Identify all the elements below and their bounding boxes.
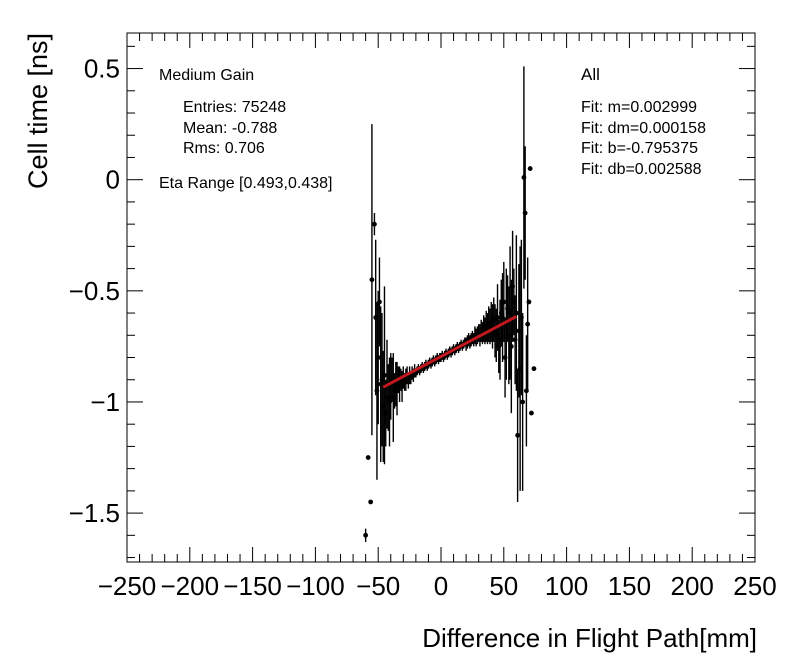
data-point [369, 277, 375, 283]
data-point [378, 381, 384, 387]
fit-line [382, 315, 518, 389]
fit-line-group [382, 315, 518, 389]
data-point [379, 377, 385, 383]
data-point [526, 299, 532, 305]
y-tick-label: −1 [90, 387, 120, 417]
data-point [512, 337, 518, 343]
y-tick-label: 0 [106, 165, 120, 195]
stats-mean: Mean: -0.788 [183, 120, 277, 137]
data-point [373, 315, 379, 320]
data-point [375, 355, 381, 360]
eta-range-label: Eta Range [0.493,0.438] [159, 175, 332, 192]
data-point [495, 315, 500, 320]
data-point [508, 343, 514, 349]
data-point [393, 381, 399, 387]
y-axis-ticks: 0.5 0 −0.5 −1 −1.5 [69, 45, 755, 559]
data-point [502, 355, 508, 360]
data-point [380, 404, 386, 409]
x-tick-label: 250 [733, 571, 776, 601]
y-tick-label: −1.5 [69, 498, 120, 528]
data-point [405, 379, 411, 385]
data-point [515, 432, 521, 438]
data-point [529, 410, 534, 416]
data-point [507, 310, 513, 316]
data-point [493, 332, 499, 338]
stats-title: Medium Gain [159, 67, 254, 84]
x-tick-label: 100 [545, 571, 588, 601]
data-point [520, 399, 526, 405]
x-axis-ticks: −250 −200 −150 −100 −50 0 50 100 150 200 250 [98, 33, 777, 601]
data-point [506, 332, 512, 338]
x-tick-label: −150 [223, 571, 282, 601]
data-point [399, 384, 405, 389]
data-point [368, 499, 374, 505]
fit-db-label: Fit: db=0.002588 [581, 161, 702, 178]
data-point [374, 388, 380, 394]
data-point [363, 532, 369, 538]
data-point [517, 366, 523, 372]
data-point [524, 388, 529, 394]
data-point [498, 310, 504, 316]
data-point [394, 386, 400, 392]
data-point [525, 321, 531, 327]
x-axis-label: Difference in Flight Path[mm] [422, 623, 757, 653]
fit-title: All [581, 65, 600, 84]
y-axis-label: Cell time [ns] [23, 33, 53, 189]
data-point [521, 175, 527, 180]
stats-rms: Rms: 0.706 [183, 140, 265, 157]
x-tick-label: 50 [489, 571, 518, 601]
data-point [510, 283, 515, 289]
data-point [513, 310, 519, 316]
fit-m-label: Fit: m=0.002999 [581, 99, 697, 116]
data-point [531, 366, 537, 372]
data-point [501, 299, 507, 305]
x-tick-label: 0 [434, 571, 448, 601]
data-point [518, 315, 524, 320]
data-point [500, 315, 505, 320]
x-tick-label: −250 [98, 571, 157, 601]
y-tick-label: 0.5 [84, 54, 120, 84]
data-point [387, 399, 392, 405]
annotations: Medium Gain Entries: 75248 Mean: -0.788 … [23, 33, 757, 653]
data-point [522, 210, 528, 216]
x-tick-label: −200 [161, 571, 220, 601]
y-tick-label: −0.5 [69, 276, 120, 306]
data-point [511, 299, 517, 305]
data-point [372, 221, 377, 227]
data-point [385, 395, 391, 400]
data-point [497, 337, 503, 343]
x-tick-label: 200 [671, 571, 714, 601]
fit-b-label: Fit: b=-0.795375 [581, 140, 698, 157]
data-point [527, 166, 533, 171]
data-point [491, 317, 497, 323]
data-point [496, 343, 502, 349]
data-point [516, 328, 522, 334]
data-point [377, 299, 382, 305]
x-tick-label: −100 [286, 571, 345, 601]
data-point [383, 410, 389, 416]
x-tick-label: −50 [356, 571, 400, 601]
data-point [365, 455, 371, 460]
data-point [382, 372, 387, 378]
data-point [390, 395, 396, 400]
data-point [505, 306, 510, 312]
stats-entries: Entries: 75248 [183, 99, 286, 116]
fit-dm-label: Fit: dm=0.000158 [581, 120, 706, 137]
x-tick-label: 150 [608, 571, 651, 601]
